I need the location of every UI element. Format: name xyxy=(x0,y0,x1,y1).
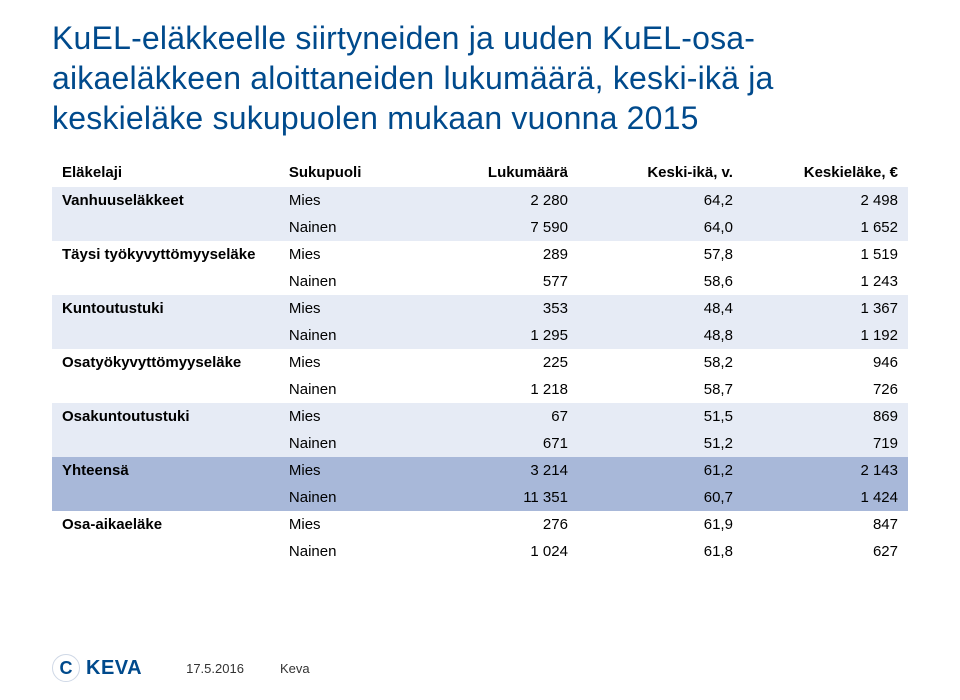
cell-gender: Nainen xyxy=(279,538,413,565)
cell-count: 353 xyxy=(413,295,578,322)
cell-gender: Nainen xyxy=(279,484,413,511)
cell-category: Osatyökyvyttömyyseläke xyxy=(52,349,279,376)
col-header-gender: Sukupuoli xyxy=(279,158,413,187)
table-row: KuntoutustukiMies35348,41 367 xyxy=(52,295,908,322)
cell-count: 1 218 xyxy=(413,376,578,403)
cell-gender: Nainen xyxy=(279,268,413,295)
cell-count: 276 xyxy=(413,511,578,538)
cell-pension: 1 367 xyxy=(743,295,908,322)
cell-count: 289 xyxy=(413,241,578,268)
cell-pension: 726 xyxy=(743,376,908,403)
cell-category xyxy=(52,268,279,295)
cell-gender: Mies xyxy=(279,457,413,484)
cell-category: Vanhuuseläkkeet xyxy=(52,187,279,214)
cell-category: Osa-aikaeläke xyxy=(52,511,279,538)
col-header-count: Lukumäärä xyxy=(413,158,578,187)
cell-age: 58,2 xyxy=(578,349,743,376)
cell-category xyxy=(52,538,279,565)
cell-pension: 1 519 xyxy=(743,241,908,268)
cell-pension: 2 498 xyxy=(743,187,908,214)
cell-age: 51,5 xyxy=(578,403,743,430)
table-row: Täysi työkyvyttömyyseläkeMies28957,81 51… xyxy=(52,241,908,268)
cell-age: 60,7 xyxy=(578,484,743,511)
col-header-age: Keski-ikä, v. xyxy=(578,158,743,187)
cell-gender: Nainen xyxy=(279,322,413,349)
cell-count: 2 280 xyxy=(413,187,578,214)
cell-gender: Mies xyxy=(279,187,413,214)
table-row: Nainen11 35160,71 424 xyxy=(52,484,908,511)
cell-gender: Nainen xyxy=(279,214,413,241)
cell-pension: 1 424 xyxy=(743,484,908,511)
cell-age: 57,8 xyxy=(578,241,743,268)
table-row: Nainen1 21858,7726 xyxy=(52,376,908,403)
cell-age: 48,8 xyxy=(578,322,743,349)
table-row: Nainen1 29548,81 192 xyxy=(52,322,908,349)
logo: C KEVA xyxy=(52,654,142,682)
cell-gender: Nainen xyxy=(279,376,413,403)
table-row: OsakuntoutustukiMies6751,5869 xyxy=(52,403,908,430)
table-row: Nainen67151,2719 xyxy=(52,430,908,457)
cell-gender: Mies xyxy=(279,349,413,376)
table-row: Nainen57758,61 243 xyxy=(52,268,908,295)
cell-category: Yhteensä xyxy=(52,457,279,484)
cell-pension: 1 243 xyxy=(743,268,908,295)
pension-table: Eläkelaji Sukupuoli Lukumäärä Keski-ikä,… xyxy=(52,158,908,565)
cell-pension: 869 xyxy=(743,403,908,430)
cell-age: 61,9 xyxy=(578,511,743,538)
cell-category: Osakuntoutustuki xyxy=(52,403,279,430)
table-body: VanhuuseläkkeetMies2 28064,22 498Nainen7… xyxy=(52,187,908,565)
cell-gender: Nainen xyxy=(279,430,413,457)
table-row: Nainen7 59064,01 652 xyxy=(52,214,908,241)
cell-gender: Mies xyxy=(279,241,413,268)
cell-count: 225 xyxy=(413,349,578,376)
cell-category xyxy=(52,322,279,349)
cell-count: 3 214 xyxy=(413,457,578,484)
table-header: Eläkelaji Sukupuoli Lukumäärä Keski-ikä,… xyxy=(52,158,908,187)
col-header-pension: Keskieläke, € xyxy=(743,158,908,187)
cell-category xyxy=(52,430,279,457)
footer-date: 17.5.2016 xyxy=(186,661,244,676)
cell-category xyxy=(52,484,279,511)
cell-age: 61,8 xyxy=(578,538,743,565)
page-title: KuEL-eläkkeelle siirtyneiden ja uuden Ku… xyxy=(52,18,908,138)
cell-age: 51,2 xyxy=(578,430,743,457)
cell-pension: 847 xyxy=(743,511,908,538)
cell-category xyxy=(52,214,279,241)
cell-count: 671 xyxy=(413,430,578,457)
cell-pension: 1 652 xyxy=(743,214,908,241)
cell-count: 67 xyxy=(413,403,578,430)
table-row: OsatyökyvyttömyyseläkeMies22558,2946 xyxy=(52,349,908,376)
cell-gender: Mies xyxy=(279,403,413,430)
cell-gender: Mies xyxy=(279,295,413,322)
logo-text: KEVA xyxy=(86,657,142,680)
cell-count: 1 024 xyxy=(413,538,578,565)
cell-gender: Mies xyxy=(279,511,413,538)
cell-count: 11 351 xyxy=(413,484,578,511)
cell-age: 48,4 xyxy=(578,295,743,322)
cell-count: 7 590 xyxy=(413,214,578,241)
logo-badge-icon: C xyxy=(52,654,80,682)
cell-pension: 627 xyxy=(743,538,908,565)
cell-age: 61,2 xyxy=(578,457,743,484)
cell-category: Täysi työkyvyttömyyseläke xyxy=(52,241,279,268)
cell-age: 64,0 xyxy=(578,214,743,241)
table-row: Nainen1 02461,8627 xyxy=(52,538,908,565)
cell-pension: 2 143 xyxy=(743,457,908,484)
cell-pension: 946 xyxy=(743,349,908,376)
footer-org: Keva xyxy=(280,661,310,676)
cell-category: Kuntoutustuki xyxy=(52,295,279,322)
cell-count: 577 xyxy=(413,268,578,295)
cell-count: 1 295 xyxy=(413,322,578,349)
col-header-category: Eläkelaji xyxy=(52,158,279,187)
footer: C KEVA 17.5.2016 Keva xyxy=(52,654,310,682)
cell-age: 64,2 xyxy=(578,187,743,214)
cell-pension: 719 xyxy=(743,430,908,457)
table-row: VanhuuseläkkeetMies2 28064,22 498 xyxy=(52,187,908,214)
table-row: YhteensäMies3 21461,22 143 xyxy=(52,457,908,484)
cell-category xyxy=(52,376,279,403)
table-row: Osa-aikaeläkeMies27661,9847 xyxy=(52,511,908,538)
cell-age: 58,7 xyxy=(578,376,743,403)
cell-age: 58,6 xyxy=(578,268,743,295)
cell-pension: 1 192 xyxy=(743,322,908,349)
